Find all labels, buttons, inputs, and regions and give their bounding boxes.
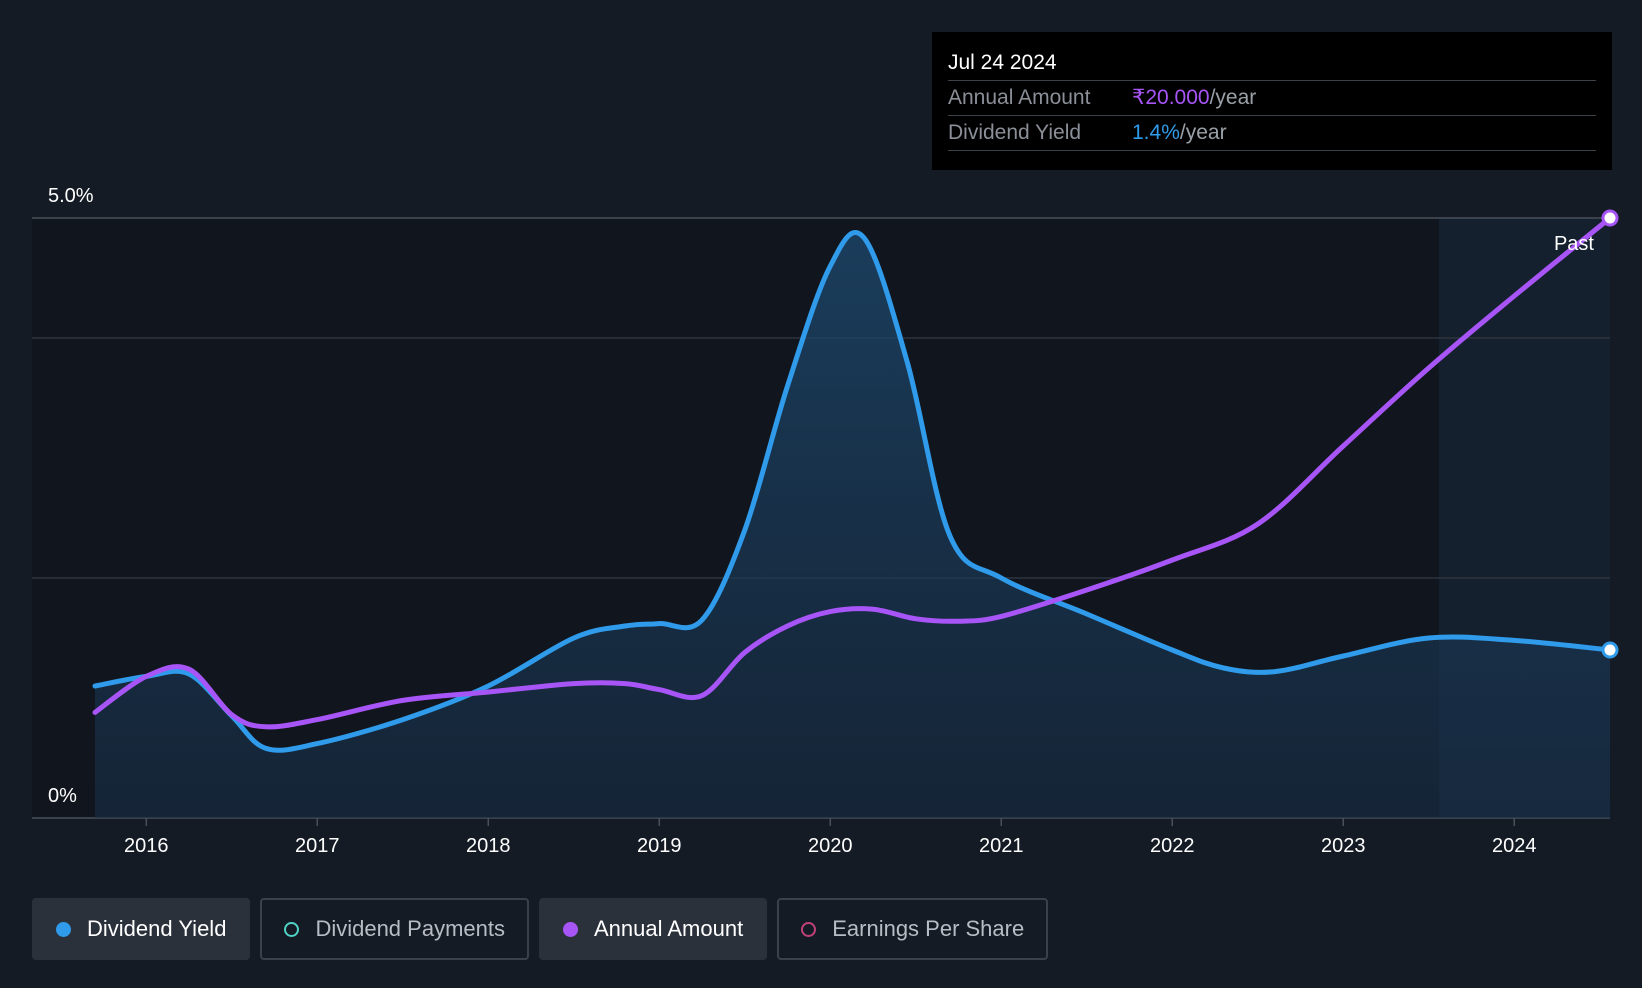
legend-label: Dividend Payments (315, 916, 505, 941)
dividend-yield-end-marker[interactable] (1601, 641, 1619, 659)
x-tick-label: 2024 (1492, 835, 1537, 857)
annual-amount-line (92, 215, 1613, 730)
x-tick-label: 2020 (808, 835, 853, 857)
x-tick-label: 2023 (1321, 835, 1366, 857)
tooltip-unit: /year (1209, 86, 1257, 109)
y-axis-min-label: 0% (48, 785, 77, 807)
tooltip-row-dividend-yield: Dividend Yield 1.4% /year (948, 116, 1596, 151)
dividend-payments-ring-icon (284, 921, 300, 937)
x-tick-label: 2019 (637, 835, 682, 857)
x-tick-label: 2017 (295, 835, 340, 857)
tooltip-unit: /year (1179, 121, 1227, 144)
tooltip-value: 1.4% (1132, 121, 1180, 144)
past-label: Past (1554, 233, 1594, 255)
chart-tooltip: Jul 24 2024 Annual Amount ₹20.000 /year … (932, 32, 1612, 170)
legend-dividend-payments[interactable]: Dividend Payments (260, 898, 529, 960)
annual-amount-end-marker[interactable] (1601, 209, 1619, 227)
tooltip-row-annual-amount: Annual Amount ₹20.000 /year (948, 81, 1596, 116)
legend-earnings-per-share[interactable]: Earnings Per Share (777, 898, 1049, 960)
dividend-yield-line (92, 230, 1613, 753)
tooltip-value: ₹20.000 (1132, 86, 1210, 109)
x-tick-label: 2021 (979, 835, 1024, 857)
earnings-per-share-ring-icon (801, 921, 817, 937)
x-axis-ticks: 2016 2017 2018 2019 2020 2021 2022 2023 2024 (124, 818, 1536, 857)
tooltip-date: Jul 24 2024 (948, 48, 1596, 81)
x-tick-label: 2022 (1150, 835, 1195, 857)
dividend-chart: 2016 2017 2018 2019 2020 2021 2022 2023 2024 5.0… (32, 185, 1619, 857)
y-axis-max-label: 5.0% (48, 185, 94, 207)
x-tick-label: 2018 (466, 835, 511, 857)
tooltip-label: Annual Amount (948, 86, 1091, 109)
annual-amount-dot-icon (562, 921, 578, 937)
dividend-yield-dot-icon (56, 921, 71, 937)
legend-label: Annual Amount (593, 916, 744, 941)
tooltip-label: Dividend Yield (948, 121, 1082, 144)
legend-label: Earnings Per Share (832, 916, 1025, 941)
legend-annual-amount[interactable]: Annual Amount (538, 898, 768, 960)
x-tick-label: 2016 (124, 835, 169, 857)
legend-label: Dividend Yield (87, 916, 227, 941)
legend-dividend-yield[interactable]: Dividend Yield (32, 898, 251, 960)
chart-legend: Dividend Yield Dividend Payments Annual … (32, 898, 1049, 960)
